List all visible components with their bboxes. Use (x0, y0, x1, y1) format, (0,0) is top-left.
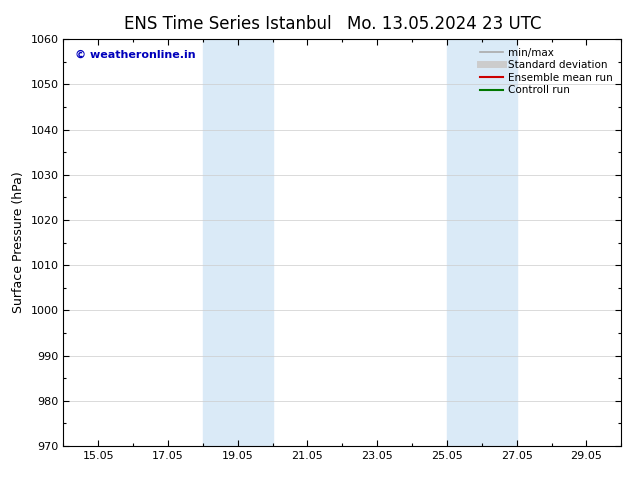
Bar (238, 39, 273, 446)
Y-axis label: Surface Pressure (hPa): Surface Pressure (hPa) (12, 172, 25, 314)
Bar (203, 39, 238, 446)
Text: ENS Time Series Istanbul: ENS Time Series Istanbul (124, 15, 332, 33)
Text: © weatheronline.in: © weatheronline.in (75, 49, 195, 59)
Text: Mo. 13.05.2024 23 UTC: Mo. 13.05.2024 23 UTC (347, 15, 541, 33)
Bar (482, 39, 517, 446)
Bar (447, 39, 482, 446)
Legend: min/max, Standard deviation, Ensemble mean run, Controll run: min/max, Standard deviation, Ensemble me… (477, 45, 616, 98)
